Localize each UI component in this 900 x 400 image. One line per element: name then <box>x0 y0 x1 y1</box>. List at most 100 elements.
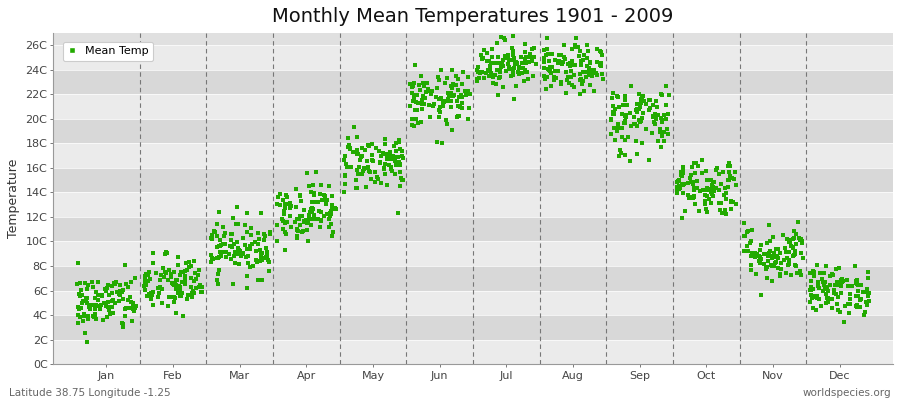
Point <box>180 292 194 298</box>
Point <box>446 81 460 87</box>
Point <box>483 60 498 66</box>
Point <box>688 185 702 192</box>
Point <box>762 222 777 228</box>
Point <box>845 283 859 290</box>
Point <box>773 266 788 272</box>
Point <box>492 75 507 81</box>
Point <box>215 248 230 255</box>
Point <box>307 211 321 218</box>
Point <box>737 248 751 254</box>
Point <box>227 252 241 259</box>
Point <box>552 58 566 64</box>
Point <box>518 48 533 55</box>
Point <box>429 84 444 91</box>
Point <box>806 286 820 293</box>
Point <box>189 284 203 291</box>
Point <box>204 234 219 241</box>
Point <box>160 250 175 256</box>
Point <box>709 164 724 171</box>
Point <box>70 303 85 310</box>
Point <box>112 290 126 297</box>
Point <box>711 171 725 178</box>
Point <box>606 109 620 116</box>
Point <box>223 237 238 243</box>
Point <box>395 152 410 159</box>
Point <box>563 68 578 74</box>
Point <box>796 255 810 262</box>
Point <box>442 92 456 98</box>
Point <box>722 176 736 183</box>
Point <box>835 278 850 284</box>
Point <box>99 303 113 310</box>
Point <box>722 169 736 175</box>
Point <box>139 281 153 288</box>
Point <box>627 121 642 128</box>
Point <box>850 302 864 308</box>
Point <box>503 66 517 72</box>
Point <box>781 249 796 255</box>
Point <box>562 63 577 69</box>
Point <box>672 177 687 183</box>
Point <box>811 283 825 289</box>
Point <box>771 246 786 252</box>
Point <box>362 143 376 149</box>
Point <box>788 262 802 268</box>
Point <box>497 34 511 41</box>
Point <box>783 239 797 246</box>
Point <box>373 160 387 167</box>
Point <box>97 286 112 292</box>
Point <box>433 104 447 110</box>
Point <box>814 303 829 309</box>
Point <box>687 160 701 166</box>
Point <box>765 234 779 240</box>
Point <box>704 200 718 206</box>
Point <box>773 249 788 256</box>
Point <box>327 205 341 211</box>
Point <box>680 180 695 186</box>
Point <box>422 102 436 108</box>
Point <box>574 79 589 86</box>
Point <box>505 57 519 63</box>
Point <box>255 277 269 283</box>
Point <box>504 57 518 64</box>
Point <box>656 112 670 118</box>
Point <box>357 166 372 172</box>
Point <box>688 170 702 176</box>
Bar <box>53 119 893 144</box>
Point <box>653 126 668 132</box>
Point <box>544 82 559 89</box>
Point <box>676 182 690 188</box>
Point <box>71 312 86 318</box>
Bar <box>53 217 893 242</box>
Point <box>794 249 808 256</box>
Point <box>442 93 456 99</box>
Point <box>395 177 410 183</box>
Point <box>254 210 268 216</box>
Point <box>259 252 274 259</box>
Point <box>744 262 759 268</box>
Point <box>804 285 818 292</box>
Point <box>100 314 114 321</box>
Point <box>696 170 710 176</box>
Point <box>212 249 227 256</box>
Point <box>300 226 314 233</box>
Point <box>248 257 263 264</box>
Point <box>284 203 299 209</box>
Point <box>388 156 402 162</box>
Point <box>224 230 238 237</box>
Point <box>243 242 257 249</box>
Point <box>858 309 872 316</box>
Point <box>585 73 599 79</box>
Point <box>81 282 95 288</box>
Point <box>676 166 690 172</box>
Point <box>806 268 821 274</box>
Point <box>213 243 228 249</box>
Point <box>343 146 357 152</box>
Point <box>437 80 452 86</box>
Point <box>186 288 201 294</box>
Point <box>804 278 818 284</box>
Point <box>117 262 131 269</box>
Point <box>618 152 633 158</box>
Point <box>698 191 712 198</box>
Point <box>554 81 568 87</box>
